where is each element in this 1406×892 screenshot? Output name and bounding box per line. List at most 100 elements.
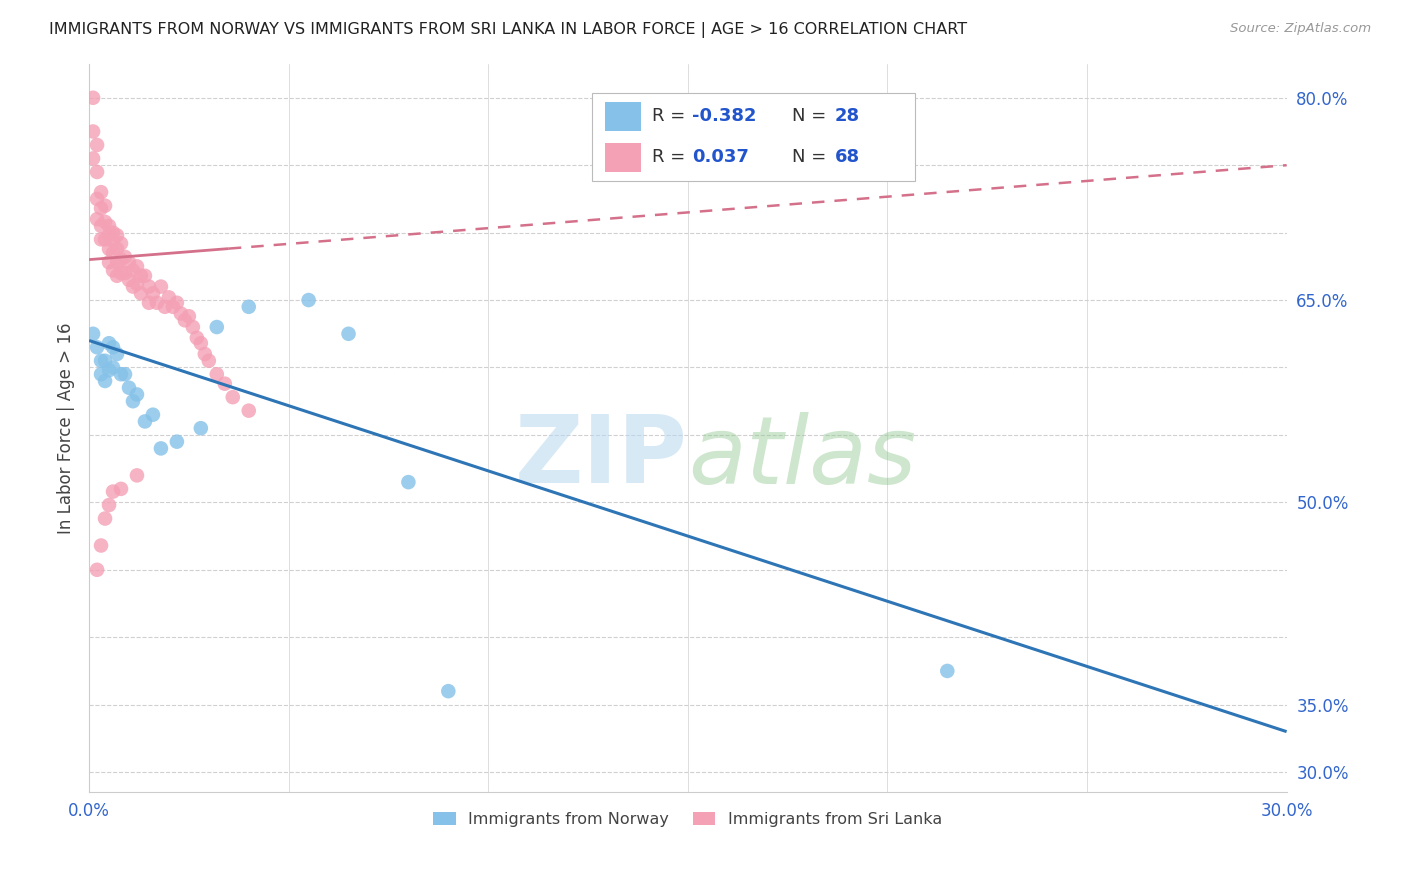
Point	[110, 266, 132, 280]
Point	[94, 232, 117, 246]
Point	[125, 277, 148, 291]
Point	[94, 511, 117, 525]
Point	[125, 468, 148, 483]
Point	[170, 307, 193, 321]
Point	[110, 252, 132, 267]
Legend: Immigrants from Norway, Immigrants from Sri Lanka: Immigrants from Norway, Immigrants from …	[425, 805, 950, 835]
Point	[82, 326, 104, 341]
Point	[134, 414, 156, 428]
Point	[129, 268, 152, 283]
Point	[198, 353, 221, 368]
Point	[222, 390, 245, 404]
Point	[110, 482, 132, 496]
Point	[297, 293, 319, 307]
Point	[82, 152, 104, 166]
Point	[105, 242, 128, 256]
Point	[205, 368, 228, 382]
Point	[94, 353, 117, 368]
Point	[129, 286, 152, 301]
Point	[205, 320, 228, 334]
Point	[86, 563, 108, 577]
Y-axis label: In Labor Force | Age > 16: In Labor Force | Age > 16	[58, 322, 75, 534]
Point	[86, 192, 108, 206]
Point	[166, 434, 188, 449]
Point	[94, 199, 117, 213]
Point	[138, 295, 160, 310]
Point	[98, 228, 121, 243]
Point	[101, 234, 124, 248]
Point	[181, 320, 204, 334]
Point	[101, 484, 124, 499]
Point	[101, 245, 124, 260]
Text: ZIP: ZIP	[515, 411, 688, 503]
Text: Source: ZipAtlas.com: Source: ZipAtlas.com	[1230, 22, 1371, 36]
Point	[194, 347, 217, 361]
Point	[122, 263, 145, 277]
Point	[125, 260, 148, 274]
Point	[114, 368, 136, 382]
Point	[122, 279, 145, 293]
Point	[936, 664, 959, 678]
Point	[110, 236, 132, 251]
Point	[114, 266, 136, 280]
Point	[101, 340, 124, 354]
Point	[94, 215, 117, 229]
Point	[142, 286, 165, 301]
Point	[105, 347, 128, 361]
Point	[190, 336, 212, 351]
Point	[90, 202, 112, 216]
Point	[142, 408, 165, 422]
Point	[98, 498, 121, 512]
Point	[90, 185, 112, 199]
Point	[98, 363, 121, 377]
Point	[118, 381, 141, 395]
Point	[114, 250, 136, 264]
Point	[118, 255, 141, 269]
Point	[105, 228, 128, 243]
Point	[101, 263, 124, 277]
Point	[86, 138, 108, 153]
Point	[190, 421, 212, 435]
Point	[146, 295, 169, 310]
Point	[105, 268, 128, 283]
Point	[134, 268, 156, 283]
Point	[186, 331, 208, 345]
Point	[101, 226, 124, 240]
Point	[86, 212, 108, 227]
Point	[98, 336, 121, 351]
Point	[98, 255, 121, 269]
Point	[118, 273, 141, 287]
Point	[90, 353, 112, 368]
Point	[101, 360, 124, 375]
Point	[86, 165, 108, 179]
Point	[90, 368, 112, 382]
Point	[149, 442, 172, 456]
Point	[125, 387, 148, 401]
Point	[149, 279, 172, 293]
Point	[82, 91, 104, 105]
Point	[110, 368, 132, 382]
Point	[214, 376, 236, 391]
Point	[98, 242, 121, 256]
Point	[337, 326, 360, 341]
Point	[105, 255, 128, 269]
Point	[86, 340, 108, 354]
Point	[90, 219, 112, 233]
Point	[238, 403, 260, 417]
Point	[396, 475, 419, 490]
Point	[177, 310, 200, 324]
Point	[162, 300, 184, 314]
Point	[437, 684, 460, 698]
Text: IMMIGRANTS FROM NORWAY VS IMMIGRANTS FROM SRI LANKA IN LABOR FORCE | AGE > 16 CO: IMMIGRANTS FROM NORWAY VS IMMIGRANTS FRO…	[49, 22, 967, 38]
Point	[153, 300, 176, 314]
Point	[157, 290, 180, 304]
Text: atlas: atlas	[688, 412, 917, 503]
Point	[173, 313, 195, 327]
Point	[166, 295, 188, 310]
Point	[122, 394, 145, 409]
Point	[82, 124, 104, 138]
Point	[138, 279, 160, 293]
Point	[94, 374, 117, 388]
Point	[90, 232, 112, 246]
Point	[90, 539, 112, 553]
